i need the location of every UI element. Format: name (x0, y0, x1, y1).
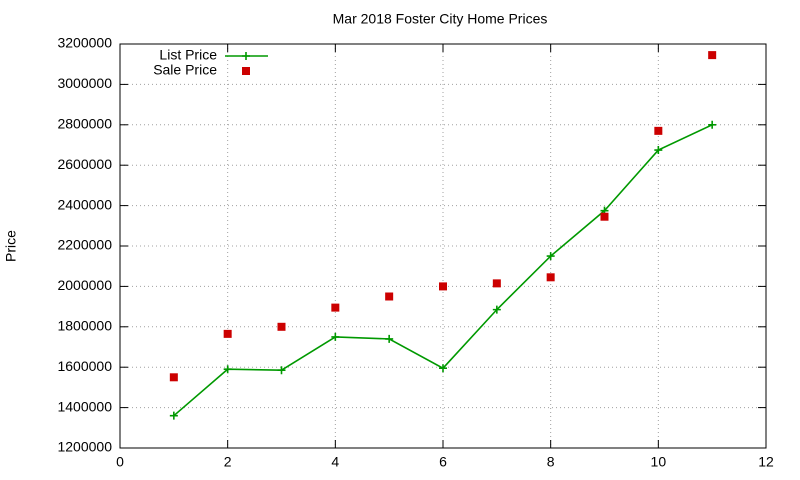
marker (708, 120, 717, 129)
marker (654, 126, 663, 135)
marker-shape (169, 411, 178, 420)
marker-shape (439, 364, 447, 373)
x-tick-label: 6 (439, 454, 447, 470)
marker (492, 279, 501, 288)
marker-shape (331, 303, 340, 312)
marker (654, 146, 663, 155)
y-tick-label: 2800000 (57, 116, 112, 132)
y-tick-label: 3000000 (57, 75, 112, 91)
marker-shape (385, 292, 394, 301)
marker-shape (385, 334, 394, 343)
marker-shape (492, 305, 501, 314)
y-tick-label: 2000000 (57, 277, 112, 293)
marker (242, 52, 250, 60)
y-tick-label: 2400000 (57, 196, 112, 212)
marker-shape (492, 279, 501, 288)
marker-shape (708, 120, 717, 129)
marker (492, 305, 501, 314)
marker (277, 322, 286, 331)
marker-shape (439, 282, 447, 291)
x-tick-label: 0 (116, 454, 124, 470)
marker-shape (654, 146, 663, 155)
y-tick-label: 1200000 (57, 439, 112, 455)
x-tick-label: 4 (331, 454, 339, 470)
marker-shape (223, 329, 232, 338)
marker-shape (223, 365, 232, 374)
y-tick-label: 2200000 (57, 237, 112, 253)
marker-shape (242, 52, 250, 60)
x-tick-label: 8 (547, 454, 555, 470)
marker (331, 332, 340, 341)
x-tick-label: 10 (651, 454, 667, 470)
marker (223, 329, 232, 338)
marker-shape (546, 252, 555, 261)
marker-shape (242, 67, 250, 75)
marker-shape (546, 273, 555, 282)
marker (546, 273, 555, 282)
marker (439, 364, 447, 373)
marker-shape (277, 322, 286, 331)
y-tick-label: 2600000 (57, 156, 112, 172)
marker (331, 303, 340, 312)
marker (385, 334, 394, 343)
chart-title: Mar 2018 Foster City Home Prices (333, 11, 548, 27)
marker-shape (331, 332, 340, 341)
marker (223, 365, 232, 374)
y-tick-label: 1400000 (57, 398, 112, 414)
legend-label: List Price (159, 47, 217, 63)
marker (546, 252, 555, 261)
marker (600, 212, 609, 221)
y-tick-label: 1600000 (57, 358, 112, 374)
plot-border (119, 43, 767, 449)
marker (708, 51, 717, 60)
marker-shape (277, 366, 286, 375)
y-tick-label: 3200000 (57, 35, 112, 51)
marker-shape (708, 51, 717, 60)
marker (439, 282, 447, 291)
marker (277, 366, 286, 375)
legend-label: Sale Price (153, 62, 217, 78)
marker-shape (654, 126, 663, 135)
y-axis-label: Price (3, 230, 19, 262)
x-tick-label: 2 (224, 454, 232, 470)
marker (169, 373, 178, 382)
marker-shape (169, 373, 178, 382)
x-tick-label: 12 (758, 454, 774, 470)
marker-shape (600, 212, 609, 221)
marker (169, 411, 178, 420)
y-tick-label: 1800000 (57, 318, 112, 334)
marker (385, 292, 394, 301)
marker (242, 67, 250, 75)
